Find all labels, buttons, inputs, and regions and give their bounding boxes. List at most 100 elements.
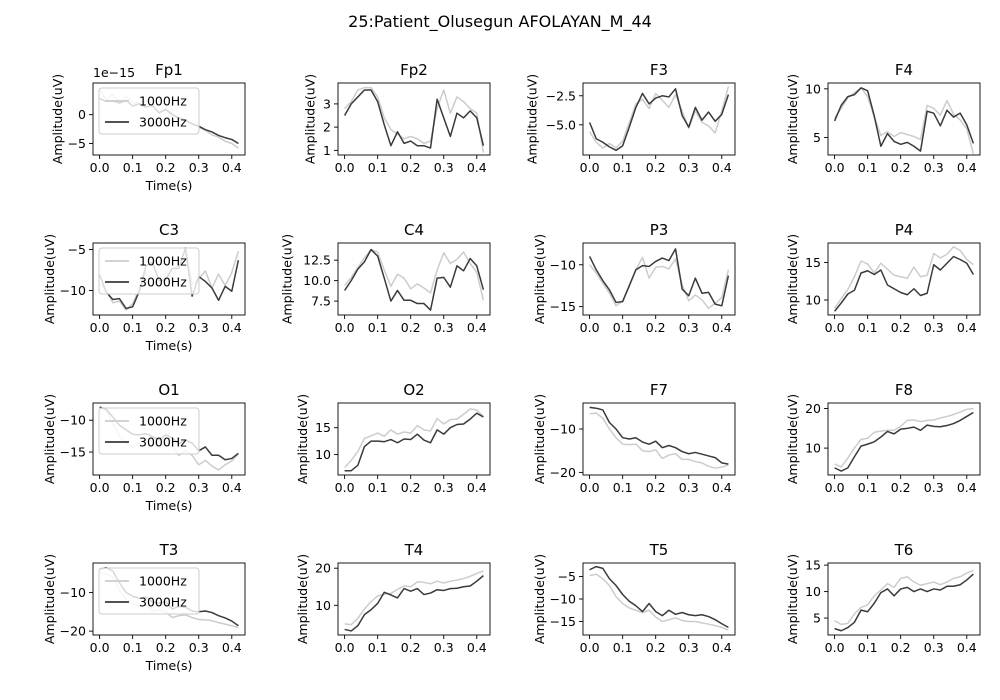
x-tick-label: 0.2 — [891, 480, 911, 495]
series-line-3000hz — [834, 573, 974, 632]
x-tick-label: 0.4 — [467, 640, 487, 655]
y-axis-label: Amplitude(uV) — [785, 554, 800, 644]
y-axis-label: Amplitude(uV) — [532, 394, 547, 484]
legend-label: 1000Hz — [139, 94, 187, 109]
x-tick-label: 0.4 — [712, 160, 732, 175]
subplot-title: F4 — [895, 61, 913, 79]
series-line-1000hz — [344, 248, 485, 301]
subplot-o2: O2 0.0 0.1 0.2 0.3 0.4 10 15 Amplitude(uV) — [295, 381, 491, 495]
x-tick-label: 0.4 — [957, 160, 977, 175]
subplot-title: T5 — [649, 541, 669, 559]
series-line-3000hz — [589, 406, 729, 465]
x-tick-label: 0.4 — [957, 640, 977, 655]
series-line-1000hz — [834, 569, 974, 626]
y-tick-label: −5 — [558, 569, 576, 584]
axes-frame — [337, 82, 491, 156]
y-tick-label: −2.5 — [546, 88, 576, 103]
subplot-t6: T6 0.0 0.1 0.2 0.3 0.4 5 10 15 Amplitude(uV) — [785, 541, 981, 655]
subplot-p4: P4 0.0 0.1 0.2 0.3 0.4 10 15 Amplitude(uV) — [785, 221, 981, 335]
x-tick-label: 0.2 — [156, 320, 176, 335]
y-axis-label: Amplitude(uV) — [532, 554, 547, 644]
y-axis-label: Amplitude(uV) — [42, 234, 57, 324]
subplot-title: P3 — [650, 221, 669, 239]
x-tick-label: 0.0 — [580, 480, 600, 495]
x-tick-label: 0.1 — [858, 480, 878, 495]
x-tick-label: 0.4 — [222, 320, 242, 335]
x-tick-label: 0.4 — [712, 480, 732, 495]
x-tick-label: 0.4 — [222, 640, 242, 655]
x-tick-label: 0.1 — [368, 160, 388, 175]
axes-frame — [92, 402, 246, 476]
axes-frame — [92, 242, 246, 316]
legend-label: 3000Hz — [139, 435, 187, 450]
series-line-1000hz — [589, 256, 730, 310]
x-tick-label: 0.3 — [679, 640, 699, 655]
y-tick-label: 5 — [813, 130, 821, 145]
subplot-f4: F4 0.0 0.1 0.2 0.3 0.4 5 10 Amplitude(uV) — [785, 61, 981, 175]
subplot-title: C3 — [159, 221, 179, 239]
y-axis-label: Amplitude(uV) — [280, 234, 295, 324]
x-tick-label: 0.2 — [156, 640, 176, 655]
series-line-3000hz — [588, 248, 730, 307]
x-tick-label: 0.3 — [924, 480, 944, 495]
x-tick-label: 0.3 — [434, 320, 454, 335]
axes-frame — [827, 242, 981, 316]
x-tick-label: 0.4 — [957, 480, 977, 495]
x-tick-label: 0.1 — [858, 320, 878, 335]
x-tick-label: 0.1 — [368, 480, 388, 495]
y-tick-label: −5.0 — [546, 117, 576, 132]
x-tick-label: 0.0 — [90, 480, 110, 495]
x-tick-label: 0.0 — [335, 320, 355, 335]
subplot-fp2: Fp2 0.0 0.1 0.2 0.3 0.4 1 2 3 Amplitude(uV) — [302, 61, 491, 175]
y-axis-label: Amplitude(uV) — [525, 74, 540, 164]
x-tick-label: 0.0 — [825, 480, 845, 495]
legend-label: 3000Hz — [139, 115, 187, 130]
y-axis-label: Amplitude(uV) — [42, 394, 57, 484]
y-tick-label: −10 — [60, 413, 86, 428]
series-line-3000hz — [343, 248, 485, 311]
x-tick-label: 0.2 — [156, 480, 176, 495]
x-tick-label: 0.2 — [891, 640, 911, 655]
series-line-3000hz — [344, 412, 484, 472]
axes-frame — [337, 242, 491, 316]
x-tick-label: 0.0 — [825, 640, 845, 655]
x-tick-label: 0.2 — [646, 160, 666, 175]
x-tick-label: 0.4 — [467, 320, 487, 335]
axes-frame — [582, 242, 736, 316]
y-axis-label: Amplitude(uV) — [295, 554, 310, 644]
series-line-1000hz — [833, 246, 974, 309]
x-tick-label: 0.0 — [90, 640, 110, 655]
y-tick-label: −10 — [550, 422, 576, 437]
x-tick-label: 0.0 — [90, 320, 110, 335]
y-tick-label: −10 — [60, 283, 86, 298]
figure-title: 25:Patient_Olusegun AFOLAYAN_M_44 — [348, 12, 652, 32]
legend-label: 1000Hz — [139, 414, 187, 429]
y-tick-label: 12.5 — [303, 253, 331, 268]
axes-frame — [92, 562, 246, 636]
legend: 1000Hz 3000Hz — [98, 567, 200, 615]
y-tick-label: 10 — [315, 598, 331, 613]
x-axis-label: Time(s) — [145, 338, 193, 353]
subplot-title: P4 — [895, 221, 914, 239]
y-tick-label: 15 — [805, 558, 821, 573]
y-tick-label: −15 — [550, 614, 576, 629]
subplot-title: F3 — [650, 61, 668, 79]
legend-label: 3000Hz — [139, 275, 187, 290]
y-axis-label: Amplitude(uV) — [785, 234, 800, 324]
x-tick-label: 0.2 — [401, 480, 421, 495]
y-tick-label: −5 — [68, 136, 86, 151]
axes-frame — [582, 402, 736, 476]
x-tick-label: 0.4 — [222, 480, 242, 495]
x-tick-label: 0.2 — [646, 640, 666, 655]
x-tick-label: 0.3 — [924, 160, 944, 175]
y-tick-label: 10 — [315, 447, 331, 462]
subplot-t4: T4 0.0 0.1 0.2 0.3 0.4 10 20 Amplitude(uV) — [295, 541, 491, 655]
x-tick-label: 0.0 — [825, 160, 845, 175]
y-offset-label: 1e−15 — [93, 65, 135, 80]
y-tick-label: −10 — [550, 257, 576, 272]
x-tick-label: 0.0 — [580, 320, 600, 335]
y-tick-label: 15 — [805, 255, 821, 270]
y-tick-label: 2 — [323, 120, 331, 135]
y-tick-label: 0 — [78, 107, 86, 122]
subplot-title: T4 — [404, 541, 424, 559]
